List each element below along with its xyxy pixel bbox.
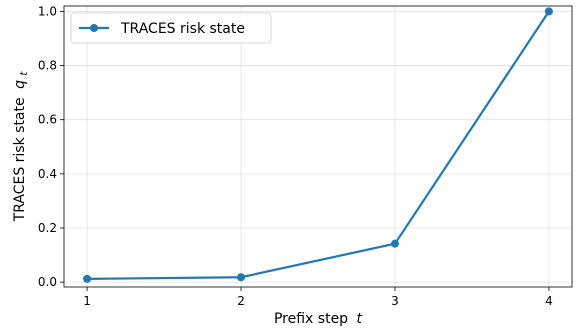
x-tick-label: 3 xyxy=(391,294,399,308)
y-tick-label: 0.0 xyxy=(38,275,57,289)
y-tick-label: 0.6 xyxy=(38,113,57,127)
y-axis-label: TRACES risk state q t xyxy=(12,71,30,223)
legend-box xyxy=(70,12,272,44)
legend-label: TRACES risk state xyxy=(120,21,245,37)
y-tick-label: 1.0 xyxy=(38,4,57,18)
y-tick-label: 0.8 xyxy=(38,59,57,73)
legend: TRACES risk state xyxy=(70,12,272,44)
y-axis-label-subscript: t xyxy=(19,71,30,76)
x-tick-label: 4 xyxy=(545,294,553,308)
x-axis-label-variable: t xyxy=(357,311,363,327)
plot-frame xyxy=(63,5,573,288)
x-axis-label-text: Prefix step xyxy=(274,311,348,327)
y-axis-ticks: 0.0 0.2 0.4 0.6 0.8 1.0 xyxy=(38,4,64,289)
data-point xyxy=(544,7,553,16)
y-axis-label-text: TRACES risk state xyxy=(12,97,28,222)
series-line xyxy=(87,10,550,280)
x-tick-label: 2 xyxy=(237,294,245,308)
legend-point-marker xyxy=(90,24,98,32)
y-tick-label: 0.4 xyxy=(38,167,57,181)
x-axis-label: Prefix step t xyxy=(274,311,363,327)
x-tick-label: 1 xyxy=(83,294,91,308)
data-point xyxy=(390,239,399,248)
y-tick-label: 0.2 xyxy=(38,221,57,235)
grid-lines xyxy=(64,6,572,287)
data-point xyxy=(237,273,246,282)
series-layer xyxy=(83,7,553,283)
x-axis-ticks: 1 2 3 4 xyxy=(83,287,553,308)
data-point xyxy=(83,274,92,283)
y-axis-label-variable: q xyxy=(12,80,28,89)
